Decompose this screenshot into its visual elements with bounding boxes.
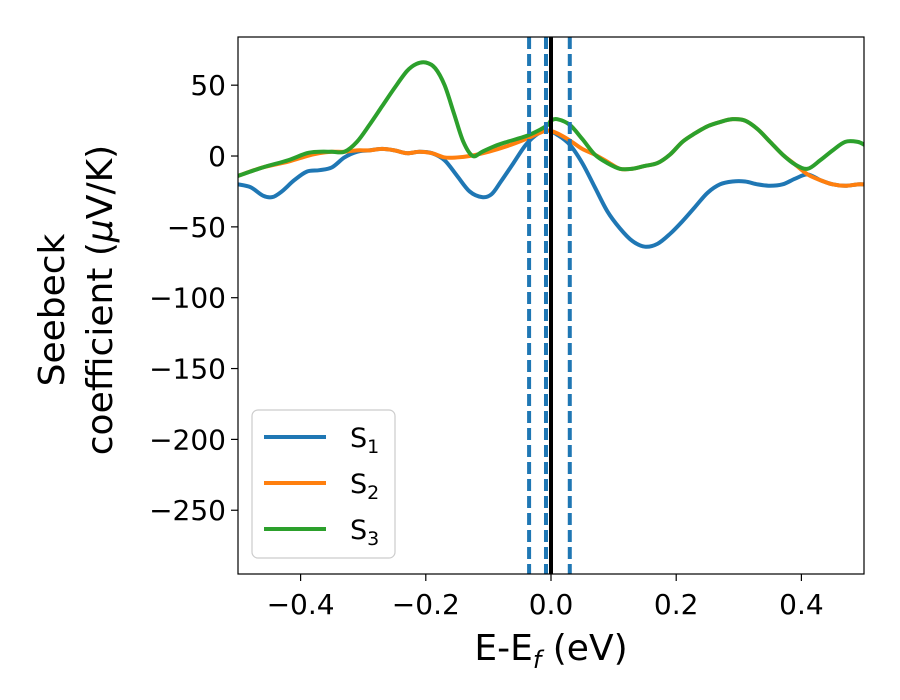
x-axis-label: E-Ef (eV) (474, 628, 627, 674)
y-axis-label-line2-mu: μ (80, 219, 121, 243)
x-tick-label: −0.4 (267, 588, 335, 621)
legend-items: S1 S2 S3 (264, 423, 379, 550)
y-axis-label-line1: Seebeck (32, 233, 73, 386)
y-axis-label-line2-post: V/K) (80, 145, 121, 219)
x-tick-label: 0.2 (654, 588, 699, 621)
legend-label-s1: S1 (350, 423, 379, 458)
y-tick-label: −150 (149, 353, 226, 386)
legend-label-s3: S3 (350, 515, 379, 550)
y-axis-label: Seebeck coefficient (μV/K) (32, 145, 121, 455)
y-tick-label: −200 (149, 423, 226, 456)
y-tick-label: −100 (149, 282, 226, 315)
series-line-s3 (238, 60, 864, 178)
x-tick-label: 0.0 (529, 588, 574, 621)
y-tick-label: 0 (208, 140, 226, 173)
legend-label-s2: S2 (350, 469, 379, 504)
vertical-lines (527, 37, 572, 574)
x-axis-ticks: −0.4 −0.2 0.0 0.2 0.4 (267, 574, 824, 621)
x-tick-label: 0.4 (779, 588, 824, 621)
x-axis-label-tail: (eV) (541, 628, 627, 669)
legend: S1 S2 S3 (251, 409, 396, 559)
y-tick-label: −50 (167, 211, 226, 244)
x-tick-label: −0.2 (392, 588, 460, 621)
y-tick-label: −250 (149, 494, 226, 527)
y-axis-ticks: 50 0 −50 −100 −150 −200 −250 (149, 69, 238, 527)
x-axis-label-main: E-E (474, 628, 532, 669)
y-tick-label: 50 (190, 69, 226, 102)
y-axis-label-line2: coefficient (μV/K) (80, 145, 121, 455)
y-axis-label-line2-pre: coefficient ( (80, 242, 121, 455)
